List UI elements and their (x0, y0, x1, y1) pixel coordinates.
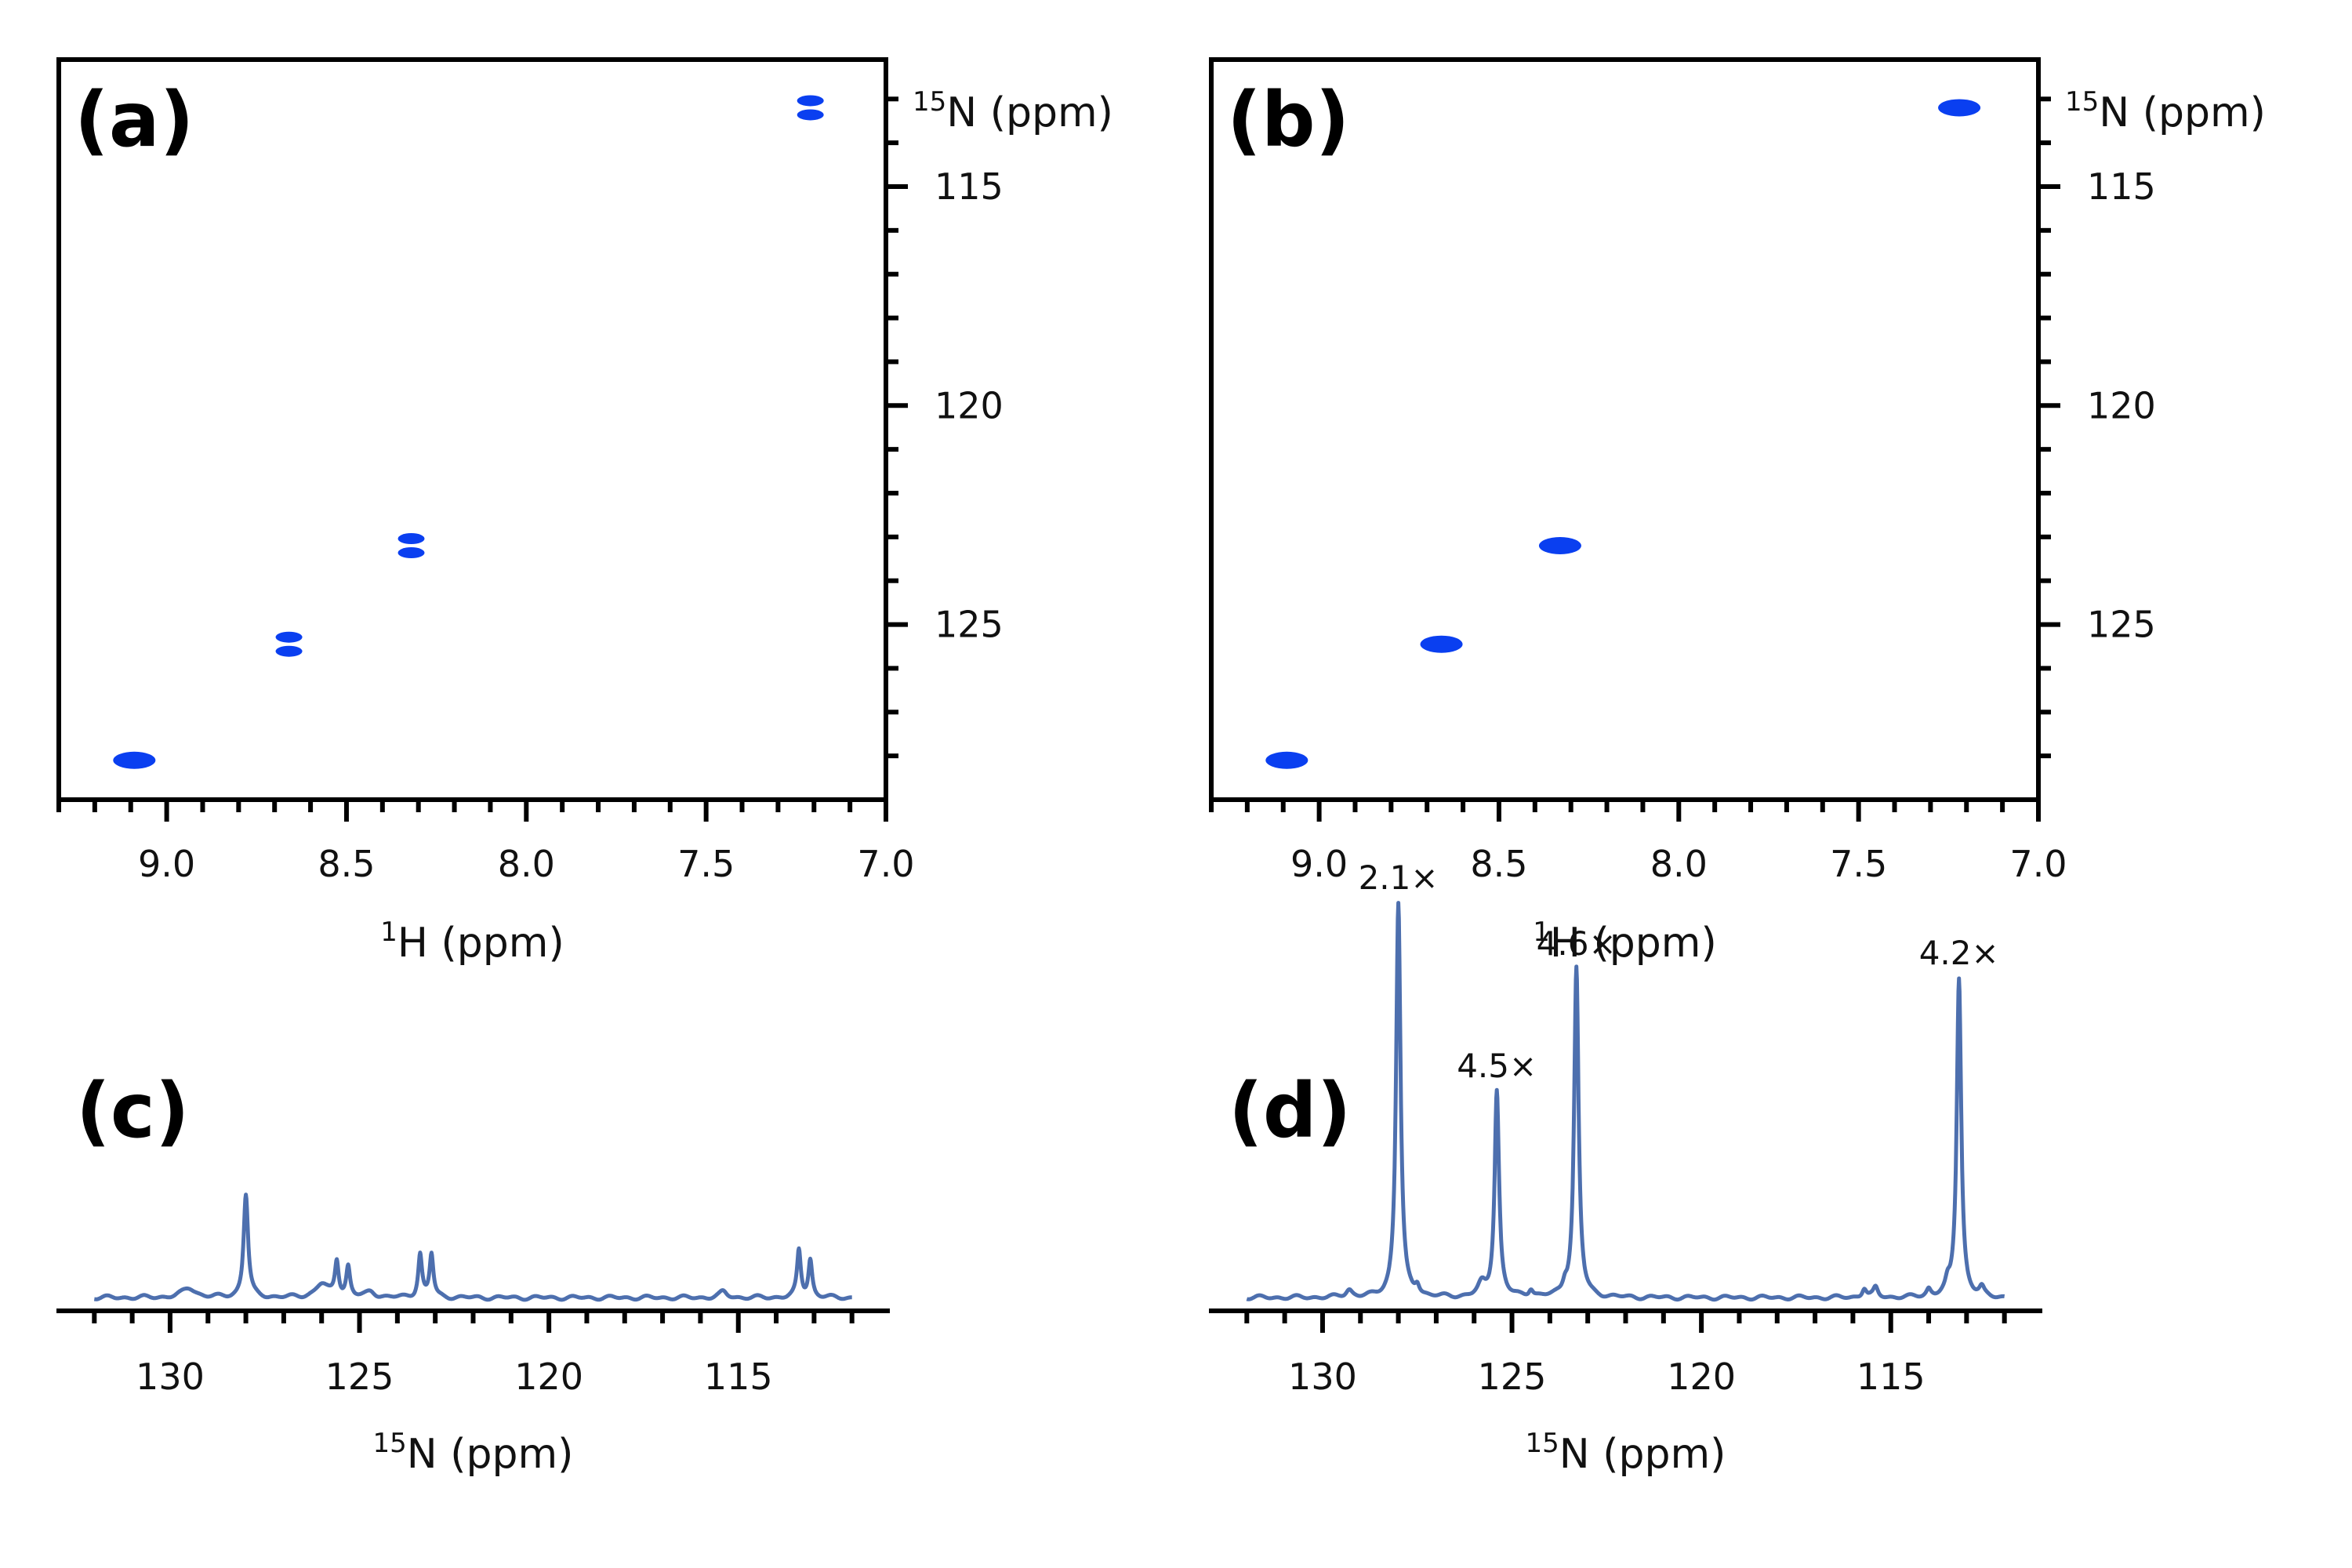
peak-a (397, 533, 425, 545)
x-tick-label-c: 115 (704, 1356, 773, 1398)
peak-b (1265, 751, 1308, 769)
peak-a (797, 109, 824, 121)
peak-a (797, 95, 824, 107)
y-axis-label-b: 15N (ppm) (2065, 86, 2266, 136)
panel-label-a: (a) (74, 76, 194, 164)
y-axis-label-a-sup: 15 (913, 86, 946, 118)
x-axis-label-d: 15N (ppm) (1526, 1428, 1726, 1478)
plot-frame-a (56, 57, 888, 802)
x-tick-label-a: 9.0 (138, 843, 195, 885)
x-axis-label-b-sup: 1 (1533, 916, 1550, 948)
y-tick-label-a: 115 (935, 165, 1004, 208)
x-tick-label-c: 125 (325, 1356, 394, 1398)
x-tick-label-b: 7.0 (2009, 843, 2067, 885)
x-axis-label-d-sup: 15 (1526, 1428, 1559, 1459)
x-axis-label-b-text: H (ppm) (1550, 920, 1717, 967)
x-tick-label-d: 125 (1478, 1356, 1547, 1398)
x-axis-label-a: 1H (ppm) (380, 916, 564, 967)
spectrum-trace-c (93, 1192, 854, 1302)
panel-label-c: (c) (76, 1067, 190, 1155)
x-axis-label-a-sup: 1 (380, 916, 397, 948)
x-axis-label-c-sup: 15 (373, 1428, 407, 1459)
spectrum-trace-d (1245, 901, 2006, 1302)
x-tick-label-a: 8.0 (498, 843, 555, 885)
x-axis-label-b: 1H (ppm) (1533, 916, 1717, 967)
x-axis-label-c: 15N (ppm) (373, 1428, 574, 1478)
y-tick-label-a: 125 (935, 604, 1004, 646)
y-tick-label-b: 120 (2087, 384, 2156, 426)
peak-annotation: 2.1× (1359, 858, 1439, 897)
x-tick-label-c: 120 (514, 1356, 583, 1398)
x-axis-label-d-text: N (ppm) (1559, 1431, 1726, 1478)
peak-b (1938, 99, 1981, 117)
peak-a (275, 631, 303, 643)
x-tick-label-a: 8.5 (318, 843, 375, 885)
y-axis-label-b-sup: 15 (2065, 86, 2099, 118)
peak-a (113, 751, 156, 769)
y-axis-label-a: 15N (ppm) (913, 86, 1113, 136)
x-tick-label-d: 115 (1857, 1356, 1926, 1398)
x-tick-label-b: 8.0 (1650, 843, 1708, 885)
x-tick-label-d: 120 (1667, 1356, 1736, 1398)
x-tick-label-a: 7.0 (857, 843, 914, 885)
peak-annotation: 4.6× (1537, 924, 1617, 963)
x-axis-label-c-text: N (ppm) (407, 1431, 574, 1478)
y-tick-label-a: 120 (935, 384, 1004, 426)
x-tick-label-d: 130 (1288, 1356, 1357, 1398)
panel-c-spectrum: 130 125 120 115 15N (ppm) (c) (56, 1067, 890, 1478)
peak-a (397, 547, 425, 559)
panel-label-d: (d) (1229, 1067, 1351, 1155)
x-axis-label-a-text: H (ppm) (397, 920, 564, 967)
x-tick-label-a: 7.5 (677, 843, 735, 885)
peak-annotation: 4.2× (1919, 934, 1999, 972)
peak-annotation: 4.5× (1457, 1047, 1537, 1085)
plot-frame-b (1209, 57, 2041, 802)
x-tick-label-b: 8.5 (1470, 843, 1527, 885)
y-axis-label-a-text: N (ppm) (946, 89, 1113, 136)
y-axis-label-b-text: N (ppm) (2099, 89, 2266, 136)
x-tick-label-b: 7.5 (1830, 843, 1887, 885)
panel-label-b: (b) (1227, 76, 1349, 164)
y-tick-label-b: 115 (2087, 165, 2156, 208)
peak-b (1420, 635, 1463, 653)
peak-b (1538, 537, 1581, 555)
x-tick-label-b: 9.0 (1290, 843, 1348, 885)
x-tick-label-c: 130 (136, 1356, 205, 1398)
peak-a (275, 645, 303, 657)
y-tick-label-b: 125 (2087, 604, 2156, 646)
